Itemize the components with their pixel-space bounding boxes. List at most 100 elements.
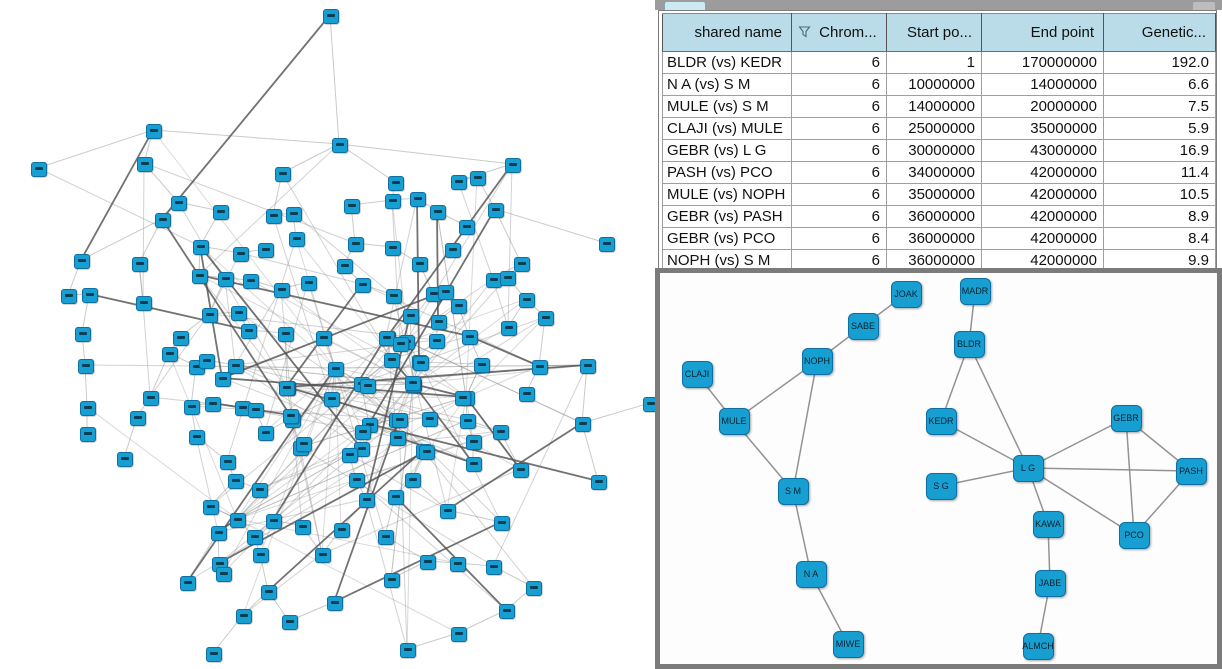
network-edge[interactable] xyxy=(411,381,474,464)
network-node[interactable] xyxy=(410,191,426,207)
network-edge[interactable] xyxy=(242,367,336,616)
network-node[interactable] xyxy=(526,580,542,596)
network-edge[interactable] xyxy=(295,237,336,369)
network-edge[interactable] xyxy=(355,478,507,611)
table-cell[interactable]: 6 xyxy=(791,249,887,272)
table-cell[interactable]: 192.0 xyxy=(1103,51,1216,74)
network-node[interactable] xyxy=(218,271,234,287)
network-node[interactable] xyxy=(282,614,298,630)
table-row[interactable]: BLDR (vs) KEDR 6 1 170000000 192.0 xyxy=(662,51,1216,74)
network-edge[interactable] xyxy=(239,252,363,285)
network-node[interactable] xyxy=(413,355,429,371)
network-node[interactable] xyxy=(192,268,208,284)
table-row[interactable]: GEBR (vs) PCO 6 36000000 42000000 8.4 xyxy=(662,227,1216,250)
network-node[interactable] xyxy=(430,204,446,220)
network-node[interactable] xyxy=(392,412,408,428)
table-cell[interactable]: MULE (vs) NOPH xyxy=(662,183,792,206)
table-row[interactable]: CLAJI (vs) MULE 6 25000000 35000000 5.9 xyxy=(662,117,1216,140)
table-cell[interactable]: GEBR (vs) L G xyxy=(662,139,792,162)
network-node[interactable] xyxy=(337,258,353,274)
network-node[interactable] xyxy=(233,246,249,262)
network-edge[interactable] xyxy=(405,340,583,424)
network-node[interactable] xyxy=(78,358,94,374)
network-edge[interactable] xyxy=(419,361,482,365)
network-node[interactable] xyxy=(412,256,428,272)
network-edge[interactable] xyxy=(186,367,336,583)
network-node[interactable] xyxy=(385,193,401,209)
network-node[interactable] xyxy=(385,240,401,256)
network-node[interactable]: GEBR xyxy=(1110,404,1142,432)
network-node[interactable] xyxy=(450,556,466,572)
network-edge[interactable] xyxy=(348,453,448,511)
network-node[interactable] xyxy=(206,646,222,662)
network-node[interactable]: ALMCH xyxy=(1022,632,1054,660)
network-edge[interactable] xyxy=(457,180,494,280)
network-edge[interactable] xyxy=(390,383,414,580)
network-node[interactable] xyxy=(342,447,358,463)
network-edge[interactable] xyxy=(412,364,588,385)
network-node[interactable] xyxy=(419,444,435,460)
network-edge[interactable] xyxy=(398,418,408,650)
network-node[interactable] xyxy=(519,386,535,402)
network-edge[interactable] xyxy=(334,367,414,385)
network-node[interactable] xyxy=(296,436,312,452)
network-node[interactable] xyxy=(388,489,404,505)
network-edge[interactable] xyxy=(334,367,363,432)
network-node[interactable] xyxy=(460,413,476,429)
network-node[interactable] xyxy=(348,236,364,252)
network-node[interactable] xyxy=(146,123,162,139)
network-edge[interactable] xyxy=(264,367,336,433)
network-node[interactable] xyxy=(538,310,554,326)
network-node[interactable] xyxy=(215,371,231,387)
table-cell[interactable]: 6 xyxy=(791,205,887,228)
network-edge[interactable] xyxy=(329,14,340,145)
table-row[interactable]: NOPH (vs) S M 6 36000000 42000000 9.9 xyxy=(662,249,1216,272)
network-node[interactable]: S M xyxy=(777,477,809,505)
table-cell[interactable]: 10.5 xyxy=(1103,183,1216,206)
network-node[interactable] xyxy=(173,330,189,346)
table-row[interactable]: N A (vs) S M 6 10000000 14000000 6.6 xyxy=(662,73,1216,96)
network-edge[interactable] xyxy=(80,129,154,261)
network-node[interactable] xyxy=(466,434,482,450)
network-node[interactable] xyxy=(31,161,47,177)
network-edge[interactable] xyxy=(221,377,363,432)
network-node[interactable] xyxy=(429,333,445,349)
network-edge[interactable] xyxy=(242,553,323,616)
table-row[interactable]: GEBR (vs) PASH 6 36000000 42000000 8.9 xyxy=(662,205,1216,228)
network-node[interactable] xyxy=(486,559,502,575)
network-edge[interactable] xyxy=(368,423,599,482)
table-cell[interactable]: 14000000 xyxy=(981,73,1104,96)
network-edge[interactable] xyxy=(1027,467,1135,536)
table-cell[interactable]: 16.9 xyxy=(1103,139,1216,162)
network-node[interactable] xyxy=(295,519,311,535)
network-node[interactable] xyxy=(405,375,421,391)
network-node[interactable] xyxy=(180,575,196,591)
network-edge[interactable] xyxy=(80,218,163,261)
network-edge[interactable] xyxy=(330,396,467,399)
network-edge[interactable] xyxy=(234,364,414,385)
network-edge[interactable] xyxy=(419,361,502,523)
network-node[interactable] xyxy=(228,358,244,374)
network-edge[interactable] xyxy=(792,490,812,575)
network-edge[interactable] xyxy=(281,143,340,174)
table-cell[interactable]: 6 xyxy=(791,117,887,140)
table-cell[interactable]: GEBR (vs) PASH xyxy=(662,205,792,228)
network-node[interactable] xyxy=(82,287,98,303)
network-edge[interactable] xyxy=(236,419,468,520)
network-edge[interactable] xyxy=(142,162,145,303)
network-edge[interactable] xyxy=(37,129,154,169)
network-node[interactable]: MULE xyxy=(718,407,750,435)
network-node[interactable] xyxy=(451,174,467,190)
network-node[interactable] xyxy=(230,512,246,528)
network-node[interactable] xyxy=(359,492,375,508)
network-edge[interactable] xyxy=(405,340,583,424)
network-edge[interactable] xyxy=(264,281,309,433)
network-node[interactable] xyxy=(591,474,607,490)
network-edge[interactable] xyxy=(581,364,588,424)
network-node[interactable] xyxy=(466,456,482,472)
network-node[interactable] xyxy=(445,242,461,258)
network-node[interactable] xyxy=(323,8,339,24)
table-cell[interactable]: N A (vs) S M xyxy=(662,73,792,96)
table-cell[interactable]: 7.5 xyxy=(1103,95,1216,118)
detail-network-panel[interactable]: JOAK MADR SABE BLDR NOPH CLAJI MULE KEDR GEBR L G… xyxy=(655,268,1222,669)
